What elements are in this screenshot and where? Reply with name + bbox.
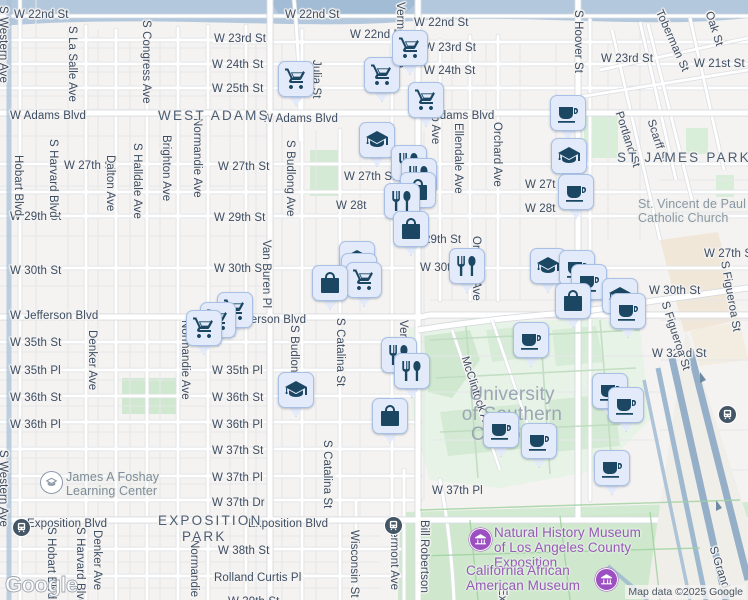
transit-station-icon[interactable] [12, 518, 31, 537]
shopping-cart-icon [192, 316, 216, 340]
restaurant-icon [390, 189, 414, 213]
map-pin-shopping-cart[interactable] [390, 30, 430, 77]
pin-body[interactable] [550, 95, 586, 131]
map-pin-graduation-cap[interactable] [549, 138, 589, 185]
map-pin-coffee[interactable] [556, 174, 596, 221]
pin-body[interactable] [513, 322, 549, 358]
map-pin-shopping-bag[interactable] [310, 265, 350, 312]
pin-body[interactable] [449, 248, 485, 284]
shopping-bag-icon [318, 271, 342, 295]
pin-body[interactable] [610, 293, 646, 329]
shopping-cart-icon [414, 88, 438, 112]
shopping-bag-icon [399, 217, 423, 241]
map-pin-shopping-cart[interactable] [362, 57, 402, 104]
coffee-icon [564, 180, 588, 204]
shopping-cart-icon [352, 268, 376, 292]
shopping-cart-icon [370, 63, 394, 87]
map-pin-graduation-cap[interactable] [357, 122, 397, 169]
pin-body[interactable] [521, 423, 557, 459]
coffee-icon [600, 456, 624, 480]
graduation-cap-icon [536, 254, 560, 278]
restaurant-icon [400, 359, 424, 383]
pin-body[interactable] [346, 262, 382, 298]
pin-body[interactable] [359, 122, 395, 158]
transit-station-icon[interactable] [718, 405, 737, 424]
map-pin-restaurant[interactable] [447, 248, 487, 295]
map-pin-coffee[interactable] [511, 322, 551, 369]
map-pin-shopping-bag[interactable] [370, 398, 410, 445]
map-attribution: Map data ©2025 Google [625, 585, 746, 599]
pin-body[interactable] [608, 387, 644, 423]
pin-body[interactable] [394, 353, 430, 389]
coffee-icon [527, 429, 551, 453]
pin-body[interactable] [483, 412, 519, 448]
map-pin-coffee[interactable] [608, 293, 648, 340]
coffee-icon [556, 101, 580, 125]
pin-body[interactable] [408, 82, 444, 118]
coffee-icon [616, 299, 640, 323]
map-pin-shopping-cart[interactable] [184, 310, 224, 357]
restaurant-icon [455, 254, 479, 278]
shopping-cart-icon [284, 67, 308, 91]
pin-body[interactable] [364, 57, 400, 93]
pin-body[interactable] [392, 30, 428, 66]
google-logo[interactable]: Google [5, 572, 79, 598]
shopping-bag-icon [561, 289, 585, 313]
graduation-cap-icon [365, 128, 389, 152]
map-pin-shopping-cart[interactable] [406, 82, 446, 129]
coffee-icon [519, 328, 543, 352]
map-pin-shopping-bag[interactable] [391, 211, 431, 258]
pin-body[interactable] [530, 248, 566, 284]
graduation-cap-icon [284, 378, 308, 402]
pin-body[interactable] [186, 310, 222, 346]
map-pin-graduation-cap[interactable] [528, 248, 568, 295]
school-icon[interactable] [40, 471, 63, 494]
map-pin-coffee[interactable] [592, 450, 632, 497]
map-pin-shopping-bag[interactable] [553, 283, 593, 330]
museum-icon[interactable] [595, 568, 618, 591]
coffee-icon [614, 393, 638, 417]
pin-body[interactable] [558, 174, 594, 210]
pin-body[interactable] [372, 398, 408, 434]
pin-body[interactable] [278, 372, 314, 408]
map-pin-coffee[interactable] [548, 95, 588, 142]
map-pin-shopping-cart[interactable] [276, 61, 316, 108]
coffee-icon [489, 418, 513, 442]
graduation-cap-icon [557, 144, 581, 168]
pin-body[interactable] [594, 450, 630, 486]
shopping-bag-icon [378, 404, 402, 428]
pin-body[interactable] [278, 61, 314, 97]
museum-icon[interactable] [469, 528, 492, 551]
pin-body[interactable] [551, 138, 587, 174]
map-pin-coffee[interactable] [606, 387, 646, 434]
map-pin-shopping-cart[interactable] [344, 262, 384, 309]
shopping-cart-icon [398, 36, 422, 60]
map-pin-coffee[interactable] [481, 412, 521, 459]
pin-body[interactable] [555, 283, 591, 319]
pin-body[interactable] [312, 265, 348, 301]
map-pin-restaurant[interactable] [392, 353, 432, 400]
pin-body[interactable] [393, 211, 429, 247]
map-pin-coffee[interactable] [519, 423, 559, 470]
transit-station-icon[interactable] [384, 516, 403, 535]
map-pin-graduation-cap[interactable] [276, 372, 316, 419]
